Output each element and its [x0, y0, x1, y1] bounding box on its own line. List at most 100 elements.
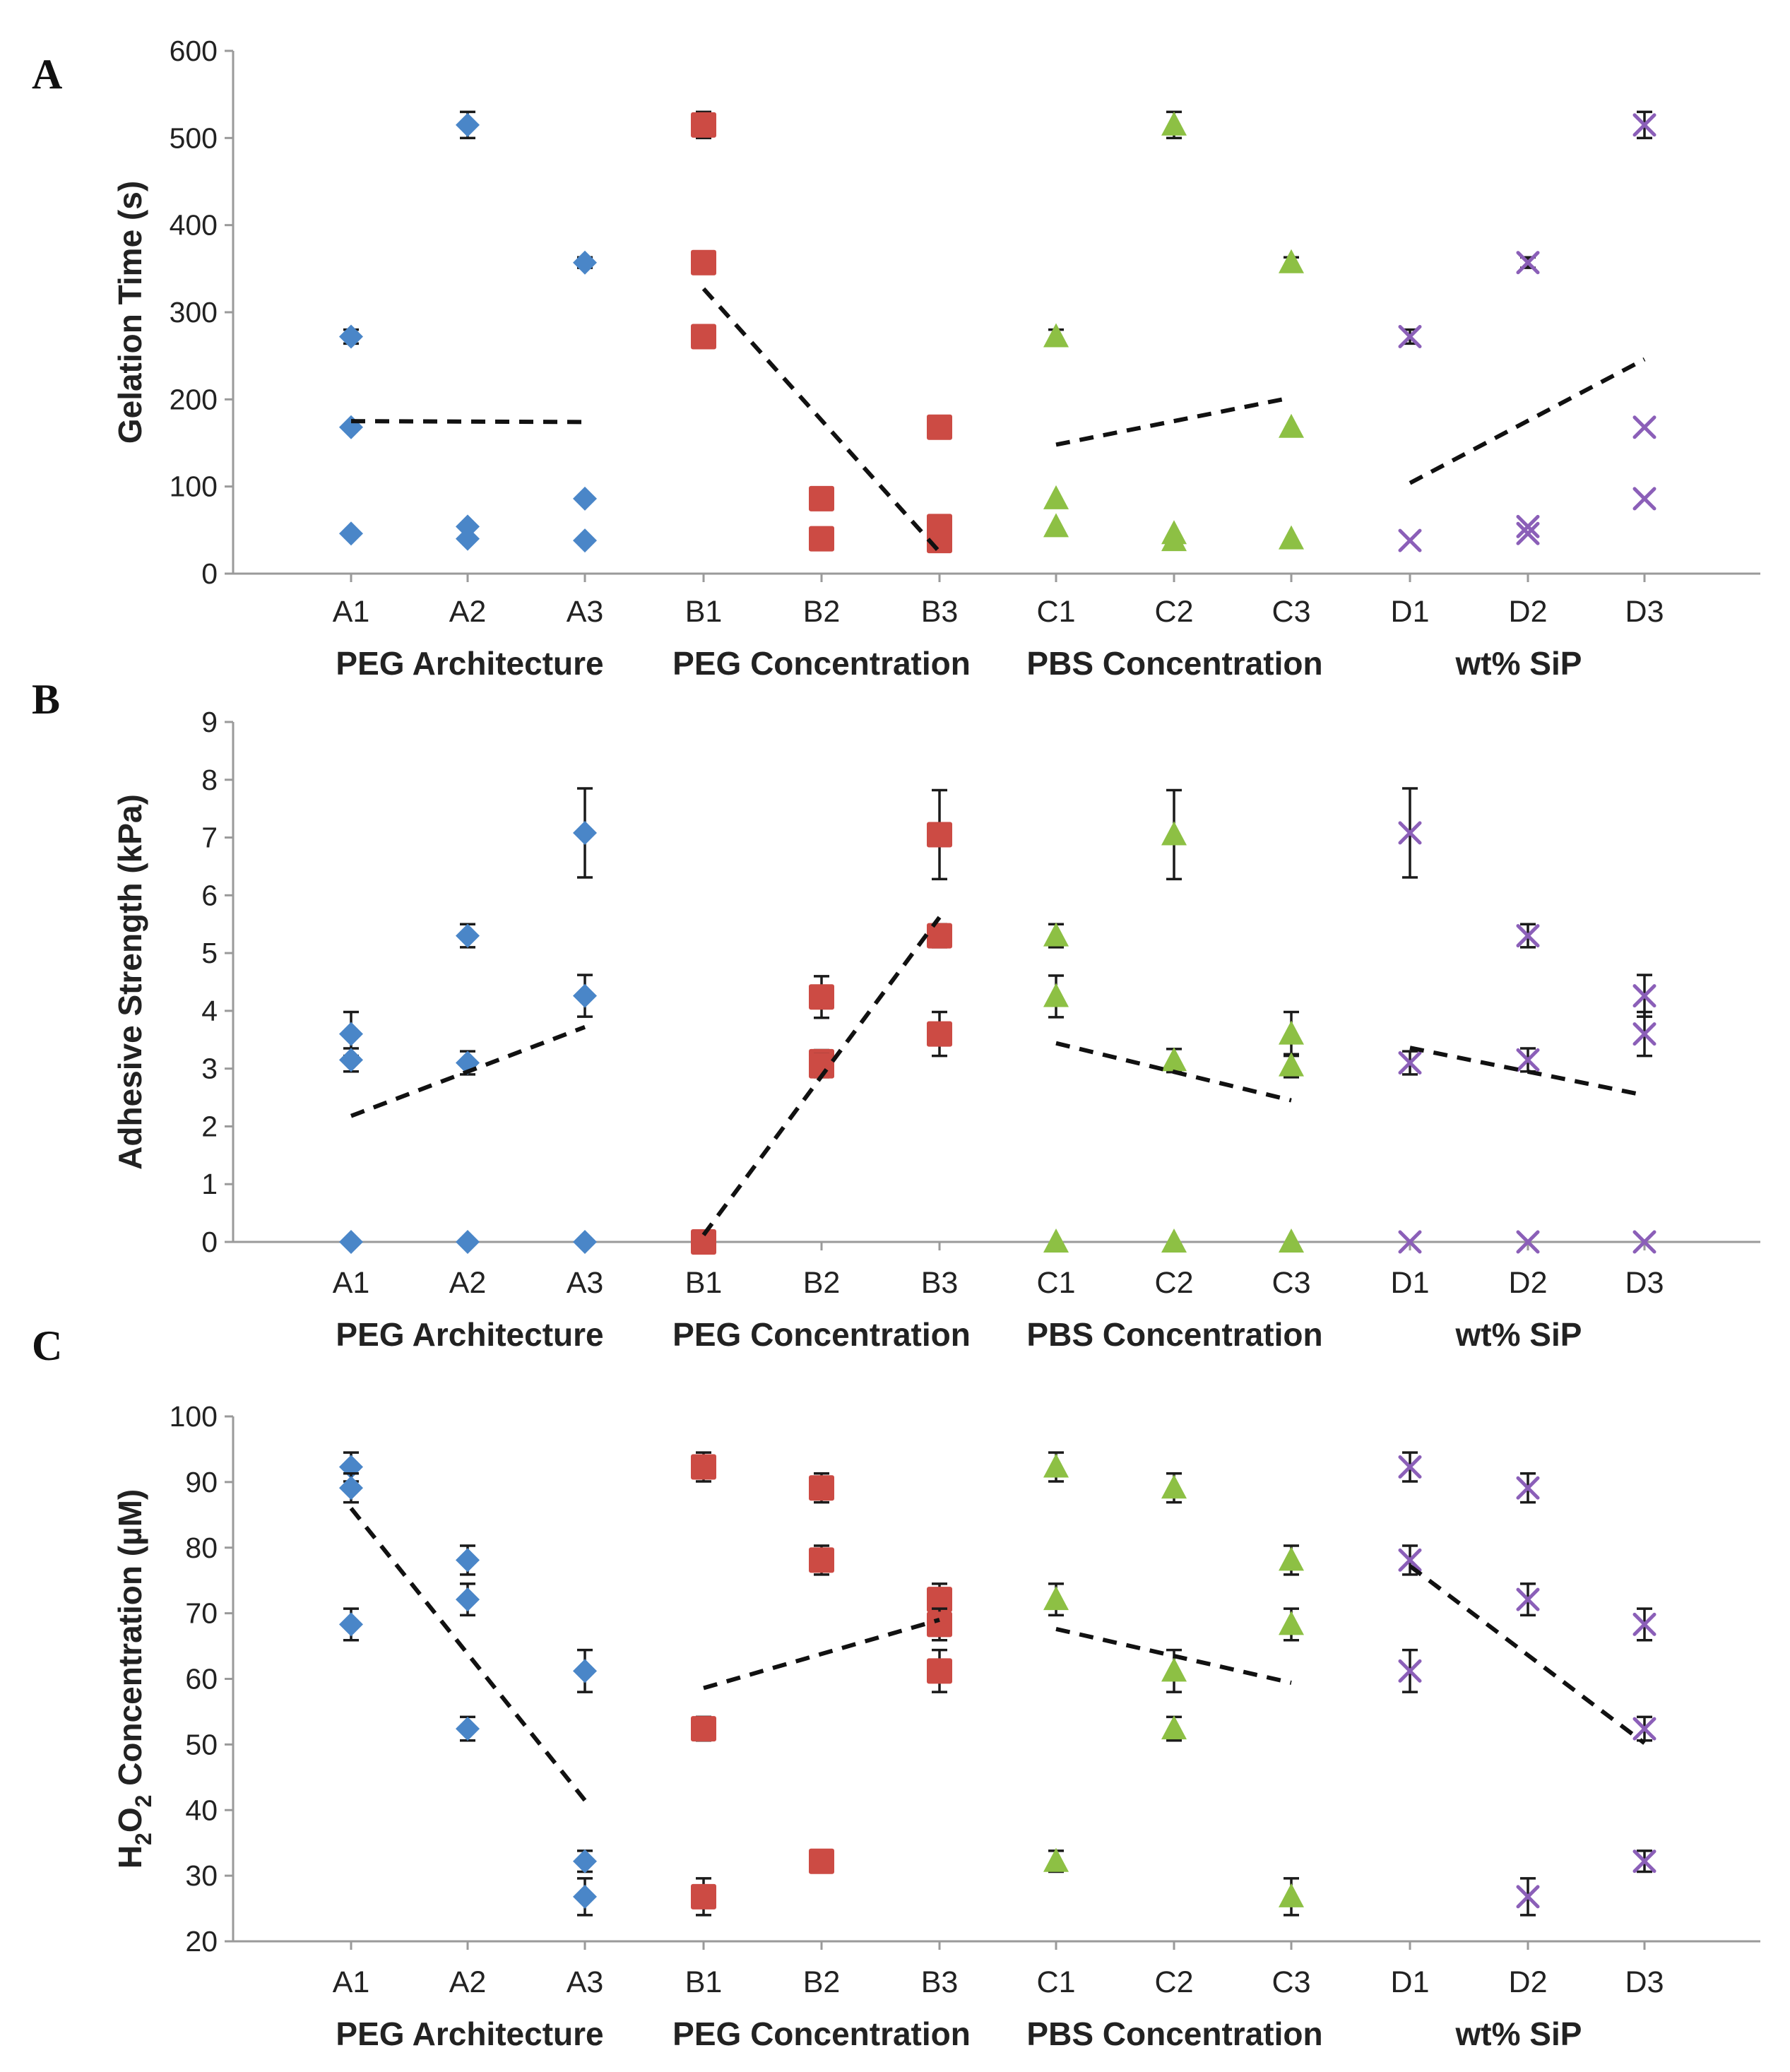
- y-tick-label: 500: [170, 122, 218, 154]
- series-pbs-concentration: [1043, 788, 1304, 1253]
- y-tick-label: 200: [170, 383, 218, 415]
- y-axis-title-part: O: [112, 1807, 148, 1833]
- x-tick-label: A1: [333, 595, 370, 629]
- panel-letter: A: [32, 51, 62, 97]
- x-tick-label: C2: [1155, 595, 1194, 629]
- data-point: [1161, 1715, 1187, 1740]
- y-axis-title-part: Concentration (µM): [112, 1489, 148, 1795]
- data-point: [691, 1716, 716, 1742]
- data-point: [1043, 1586, 1069, 1611]
- x-tick-label: D2: [1509, 1965, 1548, 1999]
- data-point: [339, 1476, 363, 1500]
- x-tick-label: D3: [1625, 1965, 1664, 1999]
- data-point: [1043, 983, 1069, 1007]
- x-tick-label: C3: [1272, 1266, 1311, 1300]
- group-label: PEG Concentration: [672, 2015, 971, 2052]
- group-label: wt% SiP: [1455, 645, 1582, 682]
- data-point: [1398, 1548, 1422, 1572]
- x-tick-label: C1: [1037, 1266, 1076, 1300]
- trend-line: [350, 419, 586, 425]
- group-label: PBS Concentration: [1026, 645, 1322, 682]
- x-tick-label: A2: [449, 1965, 487, 1999]
- data-point: [1398, 1659, 1422, 1683]
- y-tick-label: 80: [185, 1532, 218, 1564]
- data-point: [339, 1048, 363, 1072]
- group-label: wt% SiP: [1455, 1316, 1582, 1353]
- y-tick-label: 400: [170, 209, 218, 242]
- data-point: [1632, 487, 1656, 511]
- data-point: [809, 526, 834, 552]
- x-tick-label: A3: [567, 595, 604, 629]
- data-point: [1043, 1847, 1069, 1872]
- data-point: [456, 1230, 480, 1254]
- data-point: [1632, 1022, 1656, 1046]
- data-point: [1279, 1229, 1304, 1253]
- y-tick-label: 70: [185, 1597, 218, 1630]
- data-point: [573, 983, 597, 1008]
- data-point: [1279, 1546, 1304, 1571]
- chart-panel-b: B 0 1 2 3 4 5 6 7 8 9 A1 A2 A3 B1 B2 B3 C1 C2 C3 D1 D2 D3 PEG A…: [32, 676, 1760, 1353]
- data-point: [339, 521, 363, 546]
- data-point: [809, 485, 834, 511]
- panel-letter: C: [32, 1322, 62, 1369]
- y-axis-title: Adhesive Strength (kPa): [112, 794, 148, 1170]
- x-tick-label: B3: [921, 1266, 959, 1300]
- data-point: [1398, 1050, 1422, 1075]
- trend-line: [350, 1024, 586, 1118]
- y-tick-label: 5: [201, 937, 218, 969]
- x-tick-label: A3: [567, 1266, 604, 1300]
- x-tick-label: B3: [921, 1965, 959, 1999]
- series-peg-concentration: [691, 110, 952, 554]
- data-point: [809, 1547, 834, 1573]
- data-point: [339, 1612, 363, 1637]
- data-point: [573, 250, 597, 275]
- x-tick-label: C2: [1155, 1266, 1194, 1300]
- data-point: [1043, 323, 1069, 348]
- data-point: [573, 486, 597, 511]
- x-tick-label: C1: [1037, 595, 1076, 629]
- data-point: [691, 1229, 716, 1255]
- data-point: [339, 324, 363, 349]
- panel-letter: B: [32, 676, 60, 723]
- x-tick-label: B3: [921, 595, 959, 629]
- x-tick-label: A1: [333, 1266, 370, 1300]
- data-point: [1632, 1717, 1656, 1741]
- y-tick-label: 300: [170, 296, 218, 328]
- y-axis-title: H2O2 Concentration (µM): [112, 1489, 156, 1869]
- data-point: [1043, 485, 1069, 509]
- series-peg-architecture: [339, 1451, 597, 1917]
- series-wt-sip: [1398, 110, 1656, 552]
- x-tick-label: D1: [1391, 1266, 1430, 1300]
- series-peg-concentration: [691, 788, 952, 1255]
- data-point: [339, 415, 363, 439]
- x-tick-label: C3: [1272, 595, 1311, 629]
- y-tick-label: 100: [170, 1400, 218, 1433]
- y-axis-title-part: 2: [131, 1833, 156, 1845]
- data-point: [1161, 821, 1187, 846]
- y-tick-label: 40: [185, 1794, 218, 1826]
- data-point: [339, 1022, 363, 1046]
- data-point: [1516, 1048, 1540, 1072]
- x-tick-label: D2: [1509, 595, 1548, 629]
- x-tick-label: B1: [685, 1266, 723, 1300]
- data-point: [456, 1587, 480, 1612]
- data-point: [1279, 413, 1304, 438]
- x-tick-label: D3: [1625, 1266, 1664, 1300]
- data-point: [927, 822, 952, 848]
- data-point: [1398, 325, 1422, 349]
- data-point: [573, 1849, 597, 1873]
- data-point: [1279, 249, 1304, 273]
- trend-line: [703, 1618, 940, 1691]
- data-point: [1398, 1455, 1422, 1479]
- data-point: [927, 1021, 952, 1047]
- data-point: [927, 923, 952, 949]
- x-tick-label: C1: [1037, 1965, 1076, 1999]
- data-point: [691, 1883, 716, 1910]
- series-pbs-concentration: [1043, 110, 1304, 552]
- data-point: [1516, 1476, 1540, 1500]
- chart-panel-c: C 20 30 40 50 60 70 80 90 100 A1 A2 A3 B1 B2 B3 C1 C2 C3 D1…: [32, 1322, 1760, 2052]
- data-point: [1632, 1230, 1656, 1254]
- x-tick-label: B1: [685, 595, 723, 629]
- data-point: [573, 821, 597, 846]
- data-point: [809, 1848, 834, 1874]
